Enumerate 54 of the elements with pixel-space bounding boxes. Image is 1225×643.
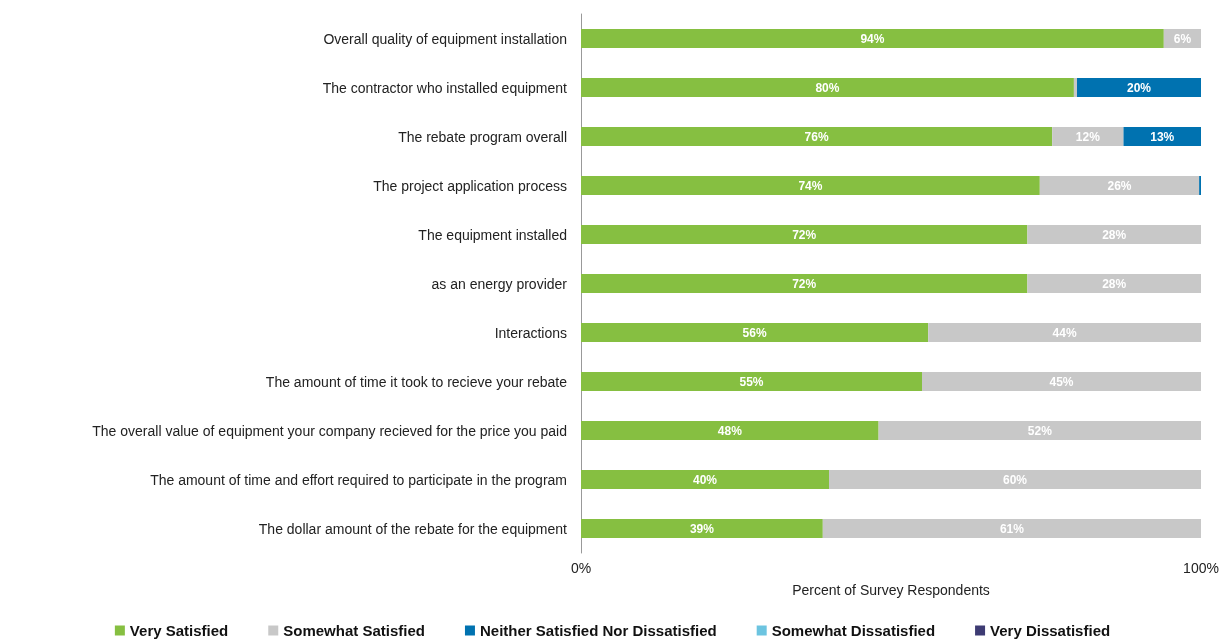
bar: [581, 127, 1053, 146]
bar: [1077, 78, 1201, 97]
bar: [1027, 274, 1201, 293]
bar: [581, 225, 1028, 244]
legend-label: Neither Satisfied Nor Dissatisfied: [479, 622, 717, 639]
data-label: 13%: [1150, 129, 1175, 144]
data-label: 80%: [815, 80, 840, 95]
bar: [581, 176, 1040, 195]
data-label: 72%: [792, 227, 817, 242]
data-label: 20%: [1126, 80, 1152, 95]
legend-label: Very Satisfied: [129, 622, 229, 639]
y-tick-label: The amount of time and effort required to participate in the program: [150, 471, 567, 488]
y-tick-label: The overall value of equipment your company recieved for the price you paid: [92, 422, 567, 439]
bar: [829, 470, 1201, 489]
data-label: 76%: [804, 129, 829, 144]
bar: [581, 78, 1074, 97]
y-tick-label: The amount of time it took to recieve your rebate: [265, 373, 568, 390]
bar: [581, 421, 879, 440]
y-tick-label: Overall quality of equipment installation: [323, 30, 567, 47]
bar: [922, 372, 1201, 391]
y-tick-label: The project application process: [373, 177, 567, 194]
legend-label: Very Dissatisfied: [990, 622, 1111, 639]
bar: [1073, 78, 1077, 97]
data-label: 55%: [739, 374, 764, 389]
data-label: 94%: [860, 31, 885, 46]
data-label: 56%: [742, 325, 767, 340]
y-tick-label: Interactions: [494, 324, 567, 341]
bar: [581, 274, 1028, 293]
data-label: 74%: [798, 178, 823, 193]
y-tick-label: The rebate program overall: [398, 128, 567, 145]
x-tick-label: 0%: [570, 560, 592, 576]
bar: [581, 519, 823, 538]
data-label: 39%: [689, 521, 715, 536]
bar: [822, 519, 1201, 538]
bar: [581, 323, 929, 342]
bar: [581, 372, 922, 391]
x-axis-title: Percent of Survey Respondents: [792, 582, 990, 598]
y-tick-label: as an energy provider: [431, 275, 568, 292]
bar: [581, 29, 1164, 48]
y-tick-label: The contractor who installed equipment: [322, 79, 568, 96]
data-label: 48%: [717, 423, 743, 438]
legend-label: Somewhat Dissatisfied: [771, 622, 936, 639]
bar: [878, 421, 1201, 440]
bar: [1027, 225, 1201, 244]
y-tick-label: The dollar amount of the rebate for the equipment: [258, 520, 568, 537]
bar: [581, 470, 829, 489]
bar: [928, 323, 1201, 342]
bar: [1052, 127, 1124, 146]
y-tick-label: The equipment installed: [418, 226, 567, 243]
data-label: 40%: [692, 472, 718, 487]
x-tick-label: 100%: [1183, 560, 1219, 576]
data-label: 72%: [792, 276, 817, 291]
bar: [1039, 176, 1200, 195]
legend-label: Somewhat Satisfied: [283, 622, 425, 639]
